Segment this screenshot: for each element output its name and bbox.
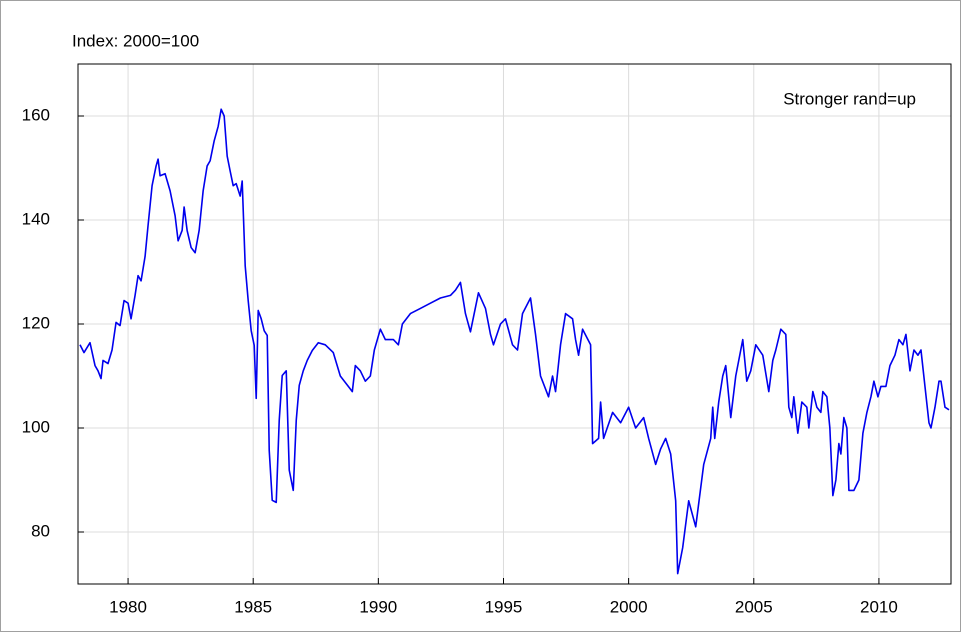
y-tick-label: 100 bbox=[22, 417, 50, 436]
x-tick-label: 2000 bbox=[610, 597, 648, 616]
y-tick-label: 160 bbox=[22, 105, 50, 124]
y-tick-label: 80 bbox=[31, 521, 50, 540]
data-line bbox=[79, 108, 950, 575]
y-tick-label: 140 bbox=[22, 209, 50, 228]
chart-title: Index: 2000=100 bbox=[72, 31, 199, 50]
x-tick-label: 1980 bbox=[109, 597, 147, 616]
x-tick-label: 1985 bbox=[234, 597, 272, 616]
x-tick-label: 1995 bbox=[485, 597, 523, 616]
x-tick-label: 2010 bbox=[860, 597, 898, 616]
annotation: Stronger rand=up bbox=[783, 89, 916, 108]
x-tick-label: 2005 bbox=[735, 597, 773, 616]
plot-border bbox=[77, 63, 952, 585]
x-tick-label: 1990 bbox=[359, 597, 397, 616]
y-tick-label: 120 bbox=[22, 313, 50, 332]
